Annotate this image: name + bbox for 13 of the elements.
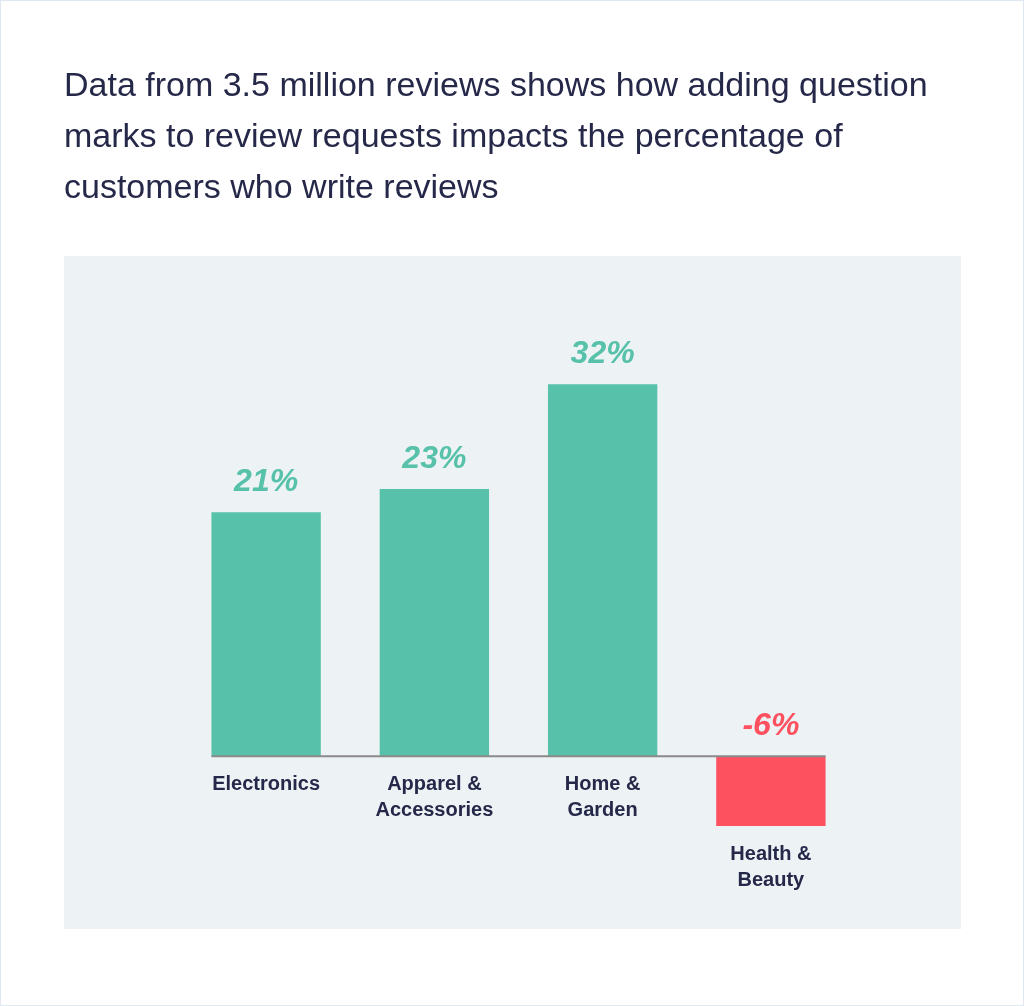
bar	[547, 384, 658, 757]
chart-title: Data from 3.5 million reviews shows how adding question marks to review requests impacts the percentage of customers who write reviews	[64, 64, 929, 207]
bar	[211, 512, 321, 757]
data-label: 21%	[233, 462, 299, 499]
data-label: 23%	[401, 438, 467, 475]
x-tick-label: Health & Beauty	[730, 841, 812, 890]
data-label: -6%	[742, 706, 800, 743]
x-tick-label: Apparel & Accessories	[375, 771, 494, 820]
bar	[716, 756, 826, 826]
x-tick-label: Home & Garden	[564, 771, 641, 820]
bar	[379, 488, 490, 757]
x-tick-label: Electronics	[212, 771, 321, 794]
data-label: 32%	[570, 334, 635, 371]
